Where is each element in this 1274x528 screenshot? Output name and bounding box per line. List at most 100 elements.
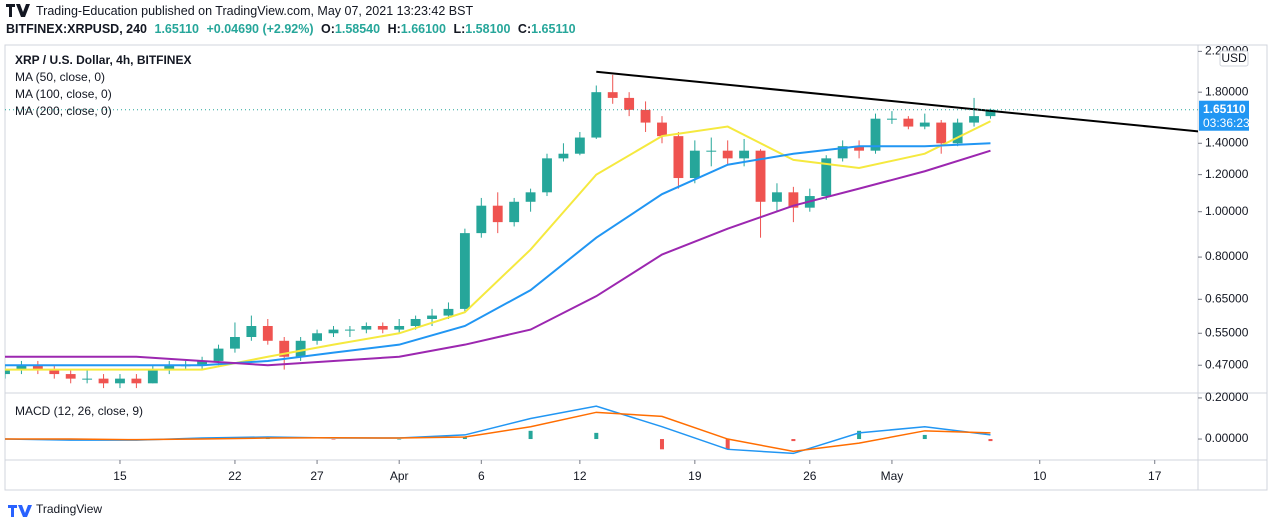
candle-body — [246, 326, 257, 337]
candle-body — [377, 326, 388, 330]
candle-body — [887, 118, 897, 120]
change: +0.04690 (+2.92%) — [206, 22, 314, 36]
candle-body — [295, 340, 306, 357]
macd-histogram-bar — [791, 439, 796, 442]
macd-pane — [5, 405, 993, 455]
candle-body — [640, 109, 651, 123]
macd-histogram-bar — [397, 439, 402, 440]
macd-line — [5, 411, 991, 453]
x-tick-label: 12 — [573, 469, 587, 483]
candle-body — [344, 329, 355, 331]
moving-average — [5, 142, 991, 367]
candle-body — [32, 365, 43, 370]
candle-body — [870, 118, 881, 151]
x-tick-label: Apr — [390, 469, 409, 483]
candle-body — [65, 374, 76, 379]
candle-body — [312, 333, 322, 341]
countdown: 03:36:23 — [1203, 116, 1250, 130]
candle-body — [197, 360, 208, 366]
candle-body — [755, 150, 766, 202]
currency-box[interactable] — [1219, 50, 1249, 67]
macd-title: MACD (12, 26, close, 9) — [15, 404, 143, 418]
candle-body — [82, 378, 93, 380]
candle-body — [558, 153, 569, 159]
x-tick-label: 27 — [310, 469, 324, 483]
candle-body — [230, 336, 240, 349]
price: 1.65110 — [154, 22, 200, 36]
candle-body — [985, 109, 996, 117]
y-tick-label: 0.47000 — [1205, 357, 1249, 371]
macd-histogram-bar — [922, 434, 927, 440]
candle-body — [443, 308, 454, 316]
last-price-box — [1199, 100, 1249, 131]
macd-histogram-bar — [331, 439, 336, 440]
candle-body — [328, 329, 339, 334]
close: 1.65110 — [531, 22, 576, 36]
high: 1.66100 — [400, 22, 446, 36]
close-label: C: — [517, 22, 532, 36]
x-tick-label: May — [881, 469, 904, 483]
high-label: H: — [387, 22, 401, 36]
moving-average — [5, 120, 991, 371]
candle-body — [673, 136, 684, 179]
macd-line — [5, 405, 991, 455]
header-logo — [6, 4, 30, 17]
header: Trading-Education published on TradingVi… — [0, 0, 1274, 38]
x-tick-label: 15 — [113, 469, 127, 483]
candle-body — [706, 150, 717, 152]
quote-line: BITFINEX:XRPUSD, 240 1.65110 +0.04690 (+… — [0, 20, 1274, 38]
axes: 0.47000 0.55000 0.65000 0.80000 1.00000 1.200… — [5, 44, 1250, 483]
x-tick-label: 6 — [478, 469, 485, 483]
candle-body — [459, 233, 470, 309]
candle-body — [525, 192, 536, 202]
candle-body — [5, 369, 10, 375]
candle-body — [903, 118, 914, 127]
candle-body — [821, 158, 832, 197]
candle-body — [147, 369, 158, 384]
candle-body — [16, 365, 27, 370]
low-label: L: — [453, 22, 466, 36]
y-tick-label: 1.20000 — [1205, 167, 1249, 181]
candle-body — [591, 92, 602, 138]
y-tick-label: 1.80000 — [1205, 84, 1249, 98]
open: 1.58540 — [334, 22, 381, 36]
candle-body — [427, 315, 437, 319]
candle-body — [624, 97, 635, 110]
candle-body — [262, 326, 273, 341]
candle-body — [739, 150, 750, 159]
candle-body — [509, 201, 520, 223]
candle-body — [164, 365, 175, 370]
open-label: O: — [321, 22, 335, 36]
footer-brand: TradingView — [36, 502, 102, 516]
candle-body — [410, 318, 421, 327]
macd-histogram-bar — [528, 430, 533, 440]
candle-body — [492, 205, 503, 223]
y-tick-label: 1.00000 — [1205, 204, 1249, 218]
candle-body — [837, 146, 848, 159]
footer-logo — [8, 505, 32, 517]
candle-body — [969, 116, 979, 123]
candle-body — [854, 146, 865, 151]
candle-body — [952, 122, 963, 144]
y-tick-label: 1.40000 — [1205, 135, 1249, 149]
macd-histogram-bar — [725, 439, 730, 450]
trendline — [596, 70, 1198, 133]
y-tick-label: 0.20000 — [1205, 390, 1249, 404]
macd-histogram-bar — [594, 432, 599, 440]
x-tick-label: 17 — [1148, 469, 1162, 483]
low: 1.58100 — [465, 22, 511, 36]
moving-average — [5, 149, 991, 367]
candle-body — [919, 122, 930, 127]
candle-body — [98, 378, 109, 384]
y-tick-label: 0.80000 — [1205, 249, 1249, 263]
candle-body — [213, 348, 224, 361]
candle-body — [689, 150, 700, 179]
x-tick-label: 19 — [688, 469, 702, 483]
candle-body — [131, 378, 142, 384]
candle-body — [49, 369, 60, 375]
macd-histogram-bar — [857, 430, 862, 440]
currency[interactable]: USD — [1221, 51, 1247, 65]
candle-body — [394, 326, 405, 330]
chart-title: XRP / U.S. Dollar, 4h, BITFINEX — [15, 53, 191, 67]
